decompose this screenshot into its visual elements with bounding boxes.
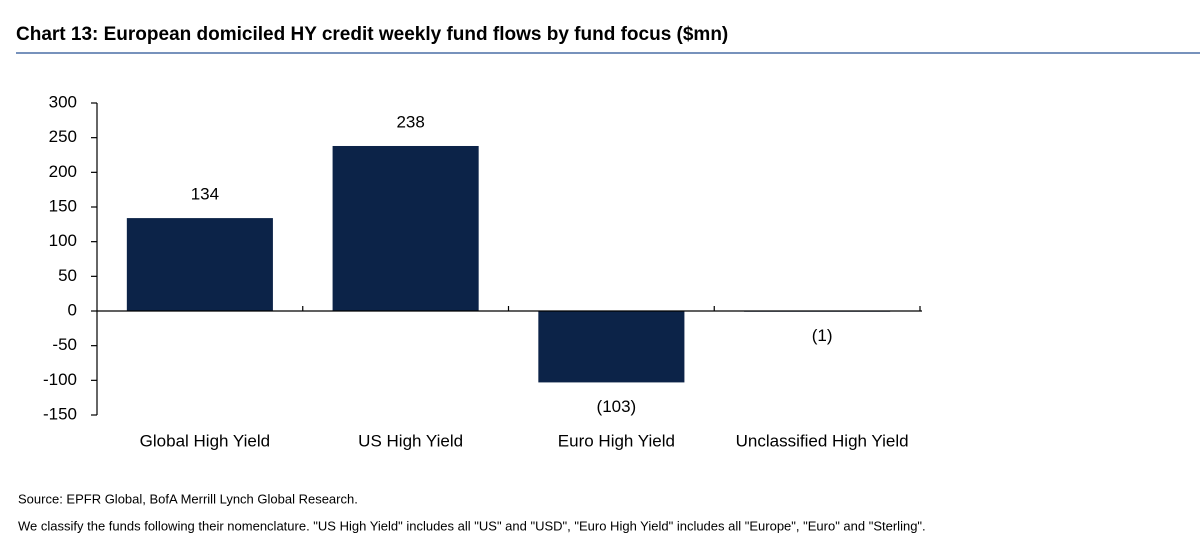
y-tick-label: -100 bbox=[43, 370, 77, 389]
footnote: We classify the funds following their no… bbox=[18, 518, 926, 533]
y-tick-label: 200 bbox=[49, 162, 77, 181]
data-label: 134 bbox=[191, 185, 219, 204]
y-tick-label: -150 bbox=[43, 404, 77, 423]
chart-title: Chart 13: European domiciled HY credit w… bbox=[16, 24, 728, 45]
data-label: 238 bbox=[396, 112, 424, 131]
y-tick-label: 50 bbox=[58, 266, 77, 285]
x-tick-label: Euro High Yield bbox=[558, 431, 675, 450]
x-tick-label: US High Yield bbox=[358, 431, 463, 450]
source-note: Source: EPFR Global, BofA Merrill Lynch … bbox=[18, 491, 358, 506]
bar bbox=[332, 145, 479, 311]
data-label: (1) bbox=[812, 326, 833, 345]
data-label: (103) bbox=[597, 397, 637, 416]
x-tick-label: Global High Yield bbox=[140, 431, 270, 450]
bar bbox=[126, 218, 273, 311]
y-tick-label: 0 bbox=[68, 300, 77, 319]
y-tick-label: 250 bbox=[49, 127, 77, 146]
y-tick-label: 150 bbox=[49, 196, 77, 215]
bar bbox=[538, 311, 685, 383]
y-tick-label: -50 bbox=[52, 335, 77, 354]
y-tick-label: 300 bbox=[49, 92, 77, 111]
x-tick-label: Unclassified High Yield bbox=[736, 431, 909, 450]
y-tick-label: 100 bbox=[49, 231, 77, 250]
